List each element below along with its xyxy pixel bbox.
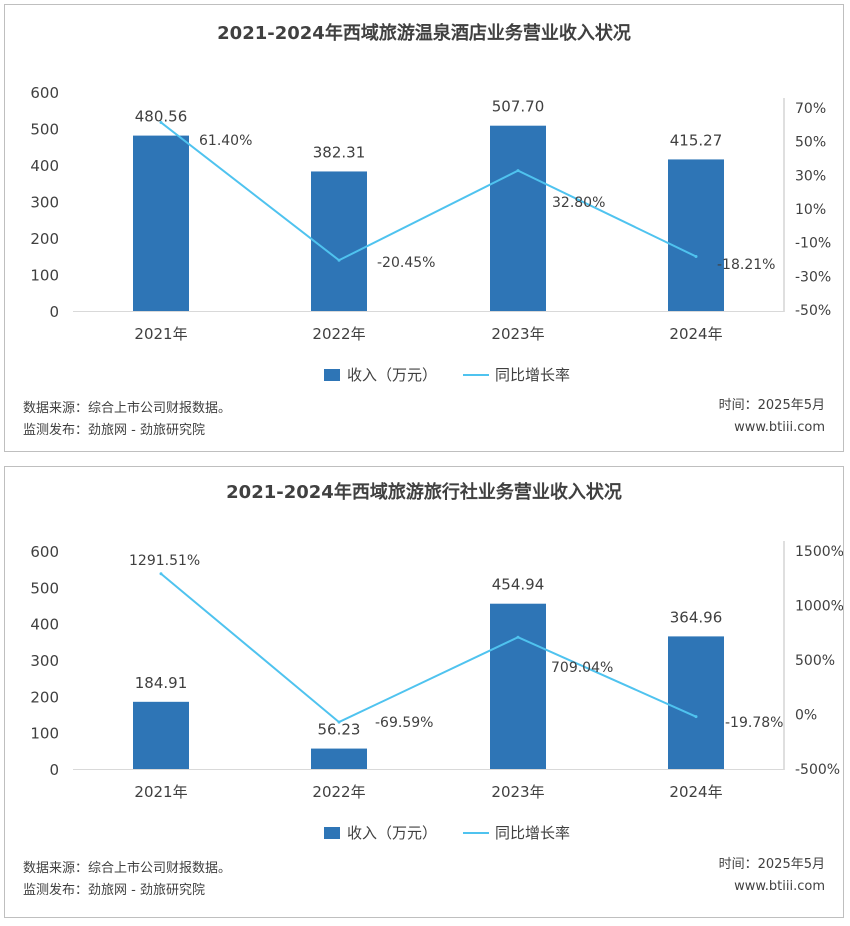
bar [311, 171, 367, 311]
x-axis-tick-label: 2023年 [491, 783, 544, 801]
left-axis-tick-label: 300 [30, 194, 59, 212]
legend-line-label: 同比增长率 [495, 366, 570, 384]
publisher-text: 监测发布：劲旅网 - 劲旅研究院 [23, 423, 205, 438]
bar-value-label: 382.31 [313, 143, 366, 161]
bar [490, 603, 546, 769]
bar-value-label: 454.94 [492, 576, 545, 594]
growth-rate-label: -20.45% [377, 255, 435, 271]
growth-rate-point [694, 254, 698, 258]
left-axis-tick-label: 500 [30, 121, 59, 139]
left-axis-tick-label: 100 [30, 267, 59, 285]
growth-rate-point [159, 120, 163, 124]
growth-rate-point [337, 720, 341, 724]
left-axis-tick-label: 300 [30, 652, 59, 670]
site-url: www.btiii.com [734, 420, 825, 435]
source-text: 数据来源：综合上市公司财报数据。 [23, 401, 232, 416]
bar [668, 636, 724, 769]
x-axis-tick-label: 2021年 [134, 783, 187, 801]
legend-bar-swatch [324, 827, 340, 839]
right-axis-tick-label: 1000% [795, 599, 843, 615]
right-axis-tick-label: -30% [795, 269, 831, 285]
bar-value-label: 364.96 [670, 608, 723, 626]
left-axis-tick-label: 0 [49, 761, 59, 779]
travel-agency-revenue-chart: 2021-2024年西域旅游旅行社业务营业收入状况 0 100 200 300 400 50… [30, 481, 843, 842]
legend-bar-swatch [324, 369, 340, 381]
x-axis-tick-label: 2024年 [669, 325, 722, 343]
right-axis-tick-label: -10% [795, 236, 831, 252]
x-axis-tick-label: 2021年 [134, 325, 187, 343]
bar [668, 159, 724, 311]
right-axis-tick-label: -500% [795, 762, 840, 778]
growth-rate-line [160, 121, 697, 262]
date-text: 时间：2025年5月 [718, 398, 825, 413]
growth-rate-point [516, 169, 520, 173]
growth-rate-label: 32.80% [552, 195, 605, 211]
publisher-text: 监测发布：劲旅网 - 劲旅研究院 [23, 883, 205, 898]
source-block: 数据来源：综合上市公司财报数据。 监测发布：劲旅网 - 劲旅研究院 [23, 398, 231, 442]
right-axis-tick-label: 0% [795, 708, 817, 724]
right-axis-tick-label: 50% [795, 135, 826, 151]
date-text: 时间：2025年5月 [718, 857, 825, 872]
growth-rate-label: 1291.51% [129, 553, 200, 569]
left-axis-tick-label: 400 [30, 616, 59, 634]
chart-panel-hotel: 2021-2024年西域旅游温泉酒店业务营业收入状况 0 100 200 300 400 5… [4, 4, 844, 452]
growth-rate-label: -69.59% [375, 715, 433, 731]
bar-value-label: 415.27 [670, 131, 723, 149]
growth-rate-point [159, 572, 163, 576]
source-text: 数据来源：综合上市公司财报数据。 [23, 861, 232, 876]
meta-block: 时间：2025年5月 www.btiii.com [719, 854, 825, 898]
legend-bar-label: 收入（万元） [347, 824, 437, 842]
x-axis-tick-label: 2022年 [312, 783, 365, 801]
bar-value-label: 184.91 [135, 674, 188, 692]
x-axis-tick-label: 2024年 [669, 783, 722, 801]
x-axis-tick-label: 2023年 [491, 325, 544, 343]
bar [311, 748, 367, 769]
site-url: www.btiii.com [734, 879, 825, 894]
left-axis-tick-label: 0 [49, 303, 59, 321]
chart-title: 2021-2024年西域旅游旅行社业务营业收入状况 [226, 481, 622, 503]
growth-rate-label: 61.40% [199, 133, 252, 149]
growth-rate-point [516, 635, 520, 639]
left-axis-tick-label: 500 [30, 579, 59, 597]
legend-bar-label: 收入（万元） [347, 366, 437, 384]
left-axis-tick-label: 100 [30, 725, 59, 743]
left-axis-tick-label: 400 [30, 157, 59, 175]
chart-title: 2021-2024年西域旅游温泉酒店业务营业收入状况 [217, 22, 631, 44]
bar [133, 135, 189, 311]
right-axis-tick-label: 30% [795, 168, 826, 184]
bar-value-label: 507.70 [492, 98, 545, 116]
right-axis-tick-label: 500% [795, 653, 835, 669]
right-axis-tick-label: -50% [795, 303, 831, 319]
growth-rate-label: 709.04% [551, 660, 613, 676]
left-axis-tick-label: 600 [30, 84, 59, 102]
chart-panel-travel-agency: 2021-2024年西域旅游旅行社业务营业收入状况 0 100 200 300 400 50… [4, 466, 844, 918]
growth-rate-line [160, 572, 697, 724]
x-axis-tick-label: 2022年 [312, 325, 365, 343]
legend-line-label: 同比增长率 [495, 824, 570, 842]
hotel-revenue-chart: 2021-2024年西域旅游温泉酒店业务营业收入状况 0 100 200 300 400 5… [30, 22, 831, 384]
source-block: 数据来源：综合上市公司财报数据。 监测发布：劲旅网 - 劲旅研究院 [23, 858, 231, 902]
growth-rate-point [694, 715, 698, 719]
left-axis-tick-label: 600 [30, 543, 59, 561]
bar-value-label: 56.23 [318, 721, 361, 739]
bar-value-label: 480.56 [135, 108, 188, 126]
right-axis-tick-label: 1500% [795, 544, 843, 560]
right-axis-tick-label: 10% [795, 202, 826, 218]
right-axis-tick-label: 70% [795, 101, 826, 117]
growth-rate-label: -19.78% [725, 715, 783, 731]
bar [133, 701, 189, 769]
growth-rate-point [337, 258, 341, 262]
growth-rate-label: -18.21% [717, 257, 775, 273]
left-axis-tick-label: 200 [30, 230, 59, 248]
left-axis-tick-label: 200 [30, 688, 59, 706]
meta-block: 时间：2025年5月 www.btiii.com [719, 395, 825, 439]
bar [490, 125, 546, 311]
